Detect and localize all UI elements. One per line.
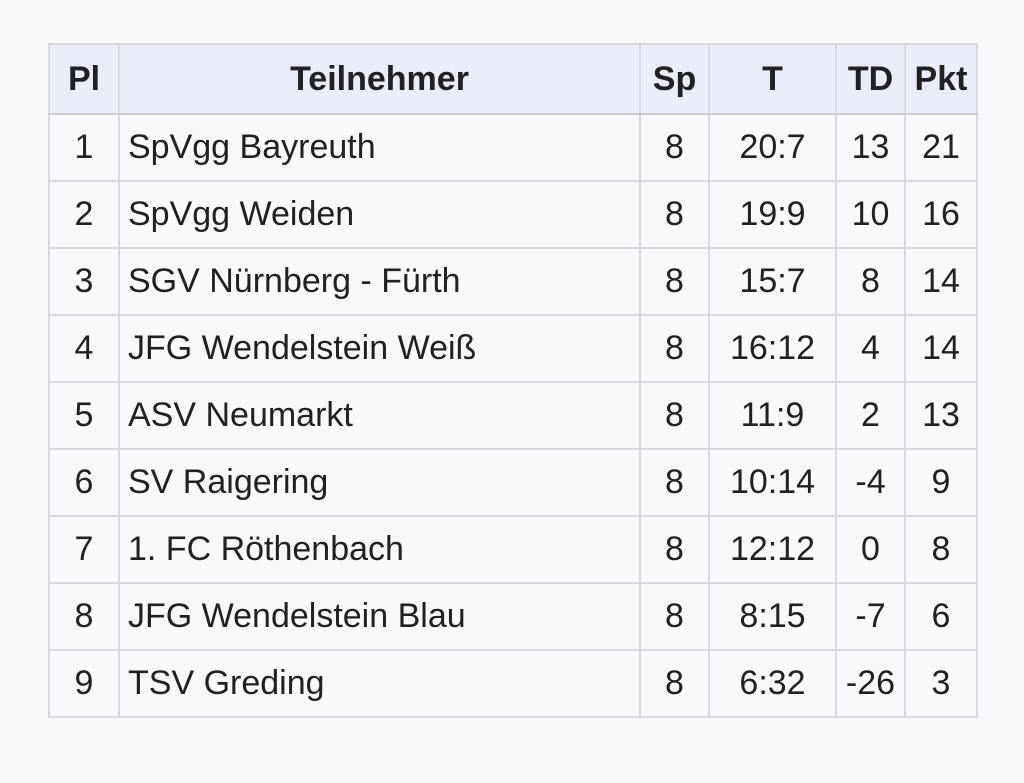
cell-team: SpVgg Bayreuth — [118, 113, 641, 182]
table-row: 3 SGV Nürnberg - Fürth 8 15:7 8 14 — [48, 247, 978, 316]
cell-goals: 10:14 — [708, 448, 837, 517]
table-row: 6 SV Raigering 8 10:14 -4 9 — [48, 448, 978, 517]
cell-goals: 20:7 — [708, 113, 837, 182]
cell-points: 16 — [904, 180, 978, 249]
table-row: 7 1. FC Röthenbach 8 12:12 0 8 — [48, 515, 978, 584]
cell-place: 9 — [48, 649, 120, 718]
header-games[interactable]: Sp — [639, 43, 710, 115]
cell-goals: 8:15 — [708, 582, 837, 651]
cell-games: 8 — [639, 448, 710, 517]
cell-points: 6 — [904, 582, 978, 651]
cell-games: 8 — [639, 582, 710, 651]
cell-games: 8 — [639, 515, 710, 584]
cell-place: 3 — [48, 247, 120, 316]
cell-games: 8 — [639, 247, 710, 316]
cell-team: SpVgg Weiden — [118, 180, 641, 249]
cell-goal-difference: -7 — [835, 582, 906, 651]
cell-points: 14 — [904, 247, 978, 316]
cell-games: 8 — [639, 649, 710, 718]
cell-place: 7 — [48, 515, 120, 584]
cell-goals: 11:9 — [708, 381, 837, 450]
cell-team: 1. FC Röthenbach — [118, 515, 641, 584]
table-row: 2 SpVgg Weiden 8 19:9 10 16 — [48, 180, 978, 249]
cell-goal-difference: 0 — [835, 515, 906, 584]
table-row: 5 ASV Neumarkt 8 11:9 2 13 — [48, 381, 978, 450]
cell-goal-difference: 10 — [835, 180, 906, 249]
cell-goal-difference: -26 — [835, 649, 906, 718]
table-row: 1 SpVgg Bayreuth 8 20:7 13 21 — [48, 113, 978, 182]
cell-team: ASV Neumarkt — [118, 381, 641, 450]
cell-points: 14 — [904, 314, 978, 383]
header-goal-difference[interactable]: TD — [835, 43, 906, 115]
header-row: Pl Teilnehmer Sp T TD Pkt — [48, 43, 978, 115]
cell-points: 8 — [904, 515, 978, 584]
cell-place: 4 — [48, 314, 120, 383]
cell-team: SV Raigering — [118, 448, 641, 517]
cell-goal-difference: 2 — [835, 381, 906, 450]
cell-goals: 15:7 — [708, 247, 837, 316]
table-row: 8 JFG Wendelstein Blau 8 8:15 -7 6 — [48, 582, 978, 651]
header-place[interactable]: Pl — [48, 43, 120, 115]
cell-points: 3 — [904, 649, 978, 718]
header-team[interactable]: Teilnehmer — [118, 43, 641, 115]
cell-goals: 6:32 — [708, 649, 837, 718]
cell-points: 9 — [904, 448, 978, 517]
cell-goals: 19:9 — [708, 180, 837, 249]
standings-table: Pl Teilnehmer Sp T TD Pkt 1 SpVgg Bayreu… — [48, 43, 978, 718]
table-row: 4 JFG Wendelstein Weiß 8 16:12 4 14 — [48, 314, 978, 383]
cell-team: JFG Wendelstein Weiß — [118, 314, 641, 383]
table-body: 1 SpVgg Bayreuth 8 20:7 13 21 2 SpVgg We… — [48, 113, 978, 718]
cell-place: 2 — [48, 180, 120, 249]
cell-games: 8 — [639, 113, 710, 182]
cell-place: 5 — [48, 381, 120, 450]
header-goals[interactable]: T — [708, 43, 837, 115]
table-header: Pl Teilnehmer Sp T TD Pkt — [48, 43, 978, 115]
cell-games: 8 — [639, 180, 710, 249]
header-points[interactable]: Pkt — [904, 43, 978, 115]
cell-points: 13 — [904, 381, 978, 450]
cell-team: JFG Wendelstein Blau — [118, 582, 641, 651]
cell-team: TSV Greding — [118, 649, 641, 718]
cell-place: 8 — [48, 582, 120, 651]
cell-team: SGV Nürnberg - Fürth — [118, 247, 641, 316]
cell-games: 8 — [639, 314, 710, 383]
cell-goals: 16:12 — [708, 314, 837, 383]
cell-place: 6 — [48, 448, 120, 517]
cell-points: 21 — [904, 113, 978, 182]
table-row: 9 TSV Greding 8 6:32 -26 3 — [48, 649, 978, 718]
cell-place: 1 — [48, 113, 120, 182]
cell-goal-difference: 4 — [835, 314, 906, 383]
cell-goals: 12:12 — [708, 515, 837, 584]
cell-goal-difference: -4 — [835, 448, 906, 517]
cell-goal-difference: 13 — [835, 113, 906, 182]
cell-games: 8 — [639, 381, 710, 450]
cell-goal-difference: 8 — [835, 247, 906, 316]
